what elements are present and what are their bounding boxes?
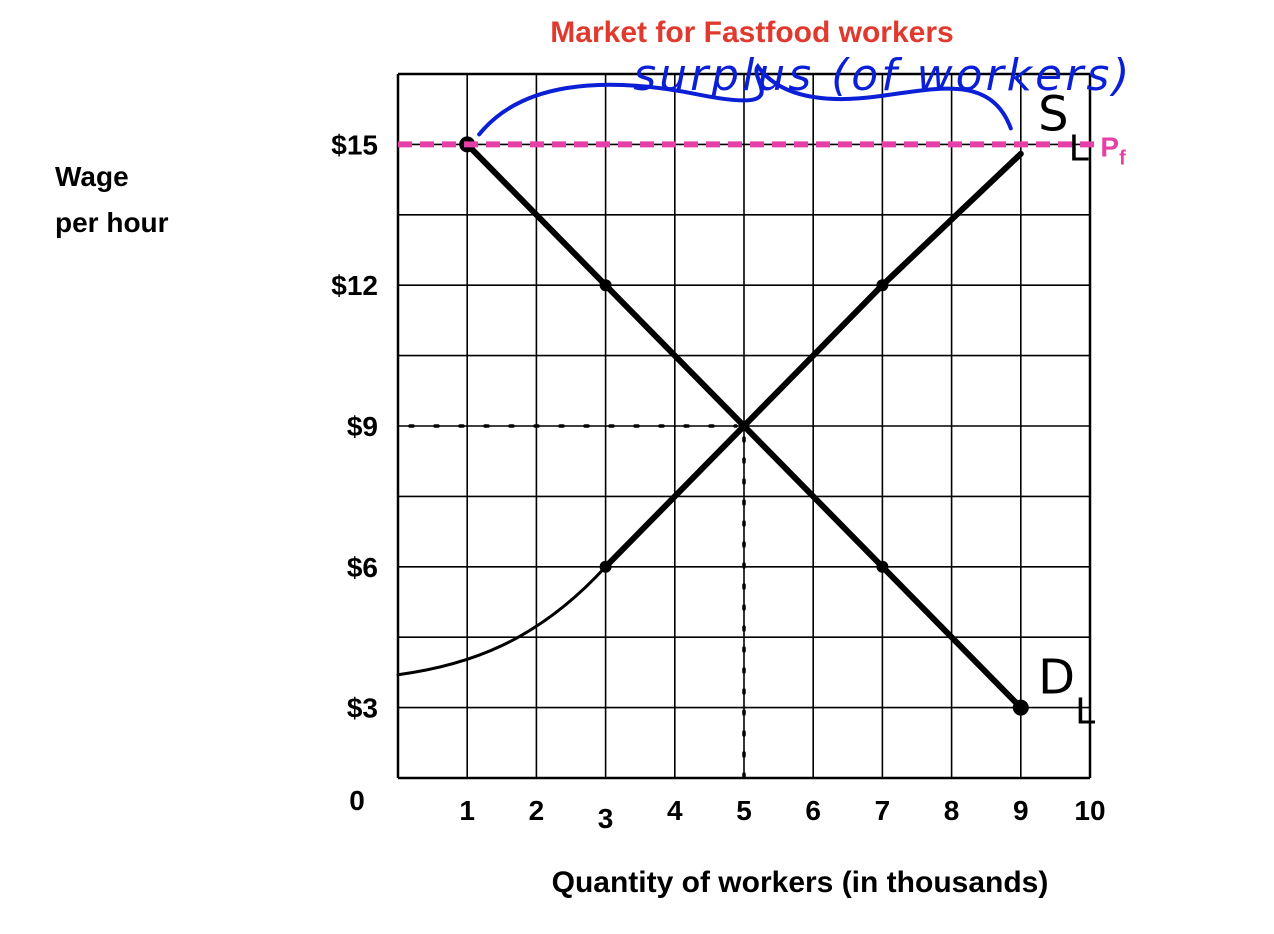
demand-curve-label-name: D: [1038, 650, 1075, 706]
surplus-annotation: surplus (of workers): [477, 50, 1132, 137]
demand-curve-label: DL: [1038, 650, 1095, 733]
origin-label: 0: [349, 785, 365, 816]
price-floor-label: Pf: [1100, 131, 1126, 169]
x-tick-label: 5: [736, 795, 752, 826]
y-axis-label-line-1: Wage: [55, 161, 129, 192]
x-tick-label: 3: [598, 803, 614, 834]
x-tick-label: 10: [1074, 795, 1105, 826]
x-tick-label: 1: [459, 795, 475, 826]
supply-curve-label-name: S: [1038, 86, 1068, 142]
supply-curve: [602, 150, 1024, 570]
y-tick-label: $12: [331, 270, 378, 301]
y-axis-label: Wage per hour: [55, 161, 169, 238]
demand-curve-label-subscript: L: [1075, 692, 1095, 733]
demand-point: [599, 279, 612, 292]
price-floor-label-subscript: f: [1119, 147, 1126, 169]
x-tick-label: 2: [529, 795, 545, 826]
supply-point: [876, 279, 889, 292]
x-tick-label: 4: [667, 795, 683, 826]
x-axis-label: Quantity of workers (in thousands): [552, 866, 1049, 899]
equilibrium-reference-lines: [408, 424, 746, 780]
x-tick-label: 6: [805, 795, 821, 826]
surplus-label: surplus (of workers): [633, 50, 1132, 101]
grid: [396, 72, 1092, 780]
tick-labels: $15 $12 $9 $6 $3 1 2 3 4 5 6 7 8 9 10: [331, 129, 1105, 834]
surplus-brace: [477, 63, 1013, 137]
x-tick-label: 8: [944, 795, 960, 826]
supply-curve-label-subscript: L: [1069, 128, 1089, 169]
price-floor-label-letter: P: [1100, 131, 1119, 162]
demand-point: [1012, 699, 1029, 716]
y-tick-label: $9: [347, 411, 378, 442]
supply-point: [599, 560, 612, 573]
supply-curve-label: SL: [1038, 86, 1089, 169]
chart-title: Market for Fastfood workers: [550, 16, 953, 49]
y-tick-label: $3: [347, 693, 378, 724]
demand-point: [876, 560, 889, 573]
demand-curve: [464, 141, 1024, 711]
y-tick-label: $15: [331, 129, 378, 160]
supply-curve-lower: [396, 152, 1023, 677]
x-tick-label: 7: [875, 795, 891, 826]
y-axis-label-line-2: per hour: [55, 207, 169, 238]
x-tick-label: 9: [1013, 795, 1029, 826]
price-floor-layer: Pf: [398, 131, 1126, 169]
y-tick-label: $6: [347, 552, 378, 583]
